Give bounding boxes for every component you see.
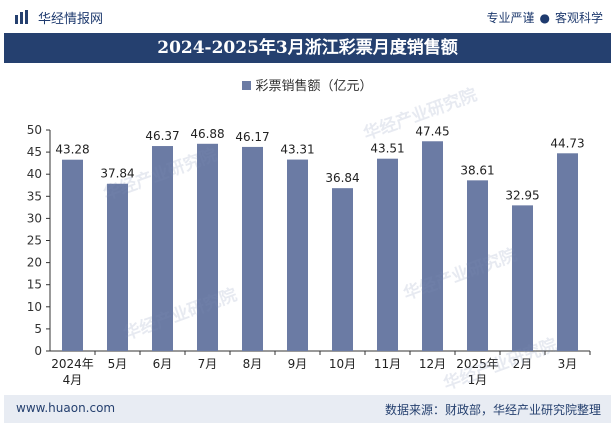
bar xyxy=(377,158,398,351)
y-tick-label: 15 xyxy=(27,278,42,292)
logo-icon xyxy=(15,10,28,24)
bar xyxy=(287,159,308,351)
y-tick-label: 30 xyxy=(27,211,42,225)
bar xyxy=(557,153,578,351)
data-label: 44.73 xyxy=(550,136,584,150)
bar xyxy=(197,143,218,351)
x-tick-label: 5月 xyxy=(108,357,128,371)
x-tick-label: 2月 xyxy=(513,357,533,371)
y-tick-label: 40 xyxy=(27,167,42,181)
top-bar: 华经情报网 专业严谨 ● 客观科学 xyxy=(0,0,615,32)
bar xyxy=(62,159,83,351)
data-label: 43.31 xyxy=(280,143,314,157)
title-band: 2024-2025年3月浙江彩票月度销售额 xyxy=(4,33,611,63)
bar xyxy=(152,146,173,351)
slogan: 专业严谨 ● 客观科学 xyxy=(486,9,603,26)
bar xyxy=(422,141,443,351)
y-tick-label: 20 xyxy=(27,256,42,270)
x-tick-label: 9月 xyxy=(288,357,308,371)
x-tick-label: 2024年 4月 xyxy=(51,357,94,387)
x-tick-label: 12月 xyxy=(419,357,446,371)
data-label: 43.28 xyxy=(55,143,89,157)
y-tick-label: 35 xyxy=(27,189,42,203)
footer-url[interactable]: www.huaon.com xyxy=(16,401,116,415)
bar xyxy=(467,180,488,351)
bar-chart: 0 5 10 15 20 25 30 35 40 45 50 43.28 2024年 4月 37.84 5月 4… xyxy=(27,123,591,387)
slogan-dot-icon: ● xyxy=(539,11,550,25)
x-tick-label: 11月 xyxy=(374,357,401,371)
bar xyxy=(332,188,353,351)
data-label: 37.84 xyxy=(100,167,134,181)
y-tick-label: 5 xyxy=(34,322,42,336)
bar xyxy=(512,205,533,351)
x-tick-label: 7月 xyxy=(198,357,218,371)
data-label: 43.51 xyxy=(370,142,404,156)
data-label: 46.37 xyxy=(145,129,179,143)
chart-title: 2024-2025年3月浙江彩票月度销售额 xyxy=(157,38,458,58)
data-label: 38.61 xyxy=(460,163,494,177)
slogan-right: 客观科学 xyxy=(554,11,603,25)
slogan-left: 专业严谨 xyxy=(486,11,535,25)
data-label: 36.84 xyxy=(325,171,359,185)
brand-name: 华经情报网 xyxy=(38,12,104,27)
x-tick-label: 8月 xyxy=(243,357,263,371)
legend-label: 彩票销售额（亿元） xyxy=(255,79,373,94)
y-tick-label: 25 xyxy=(27,234,42,248)
y-tick-label: 10 xyxy=(27,300,42,314)
y-tick-label: 50 xyxy=(27,123,42,137)
x-tick-label: 10月 xyxy=(329,357,356,371)
data-label: 46.17 xyxy=(235,130,269,144)
chart-area: 彩票销售额（亿元） 0 5 10 15 20 25 30 35 40 45 50 43.28 2024年… xyxy=(0,63,615,393)
x-tick-label: 3月 xyxy=(558,357,578,371)
data-label: 47.45 xyxy=(415,124,449,138)
bar xyxy=(242,146,263,351)
bar xyxy=(107,183,128,351)
x-tick-label: 6月 xyxy=(153,357,173,371)
legend-swatch xyxy=(242,81,252,90)
footer: www.huaon.com 数据来源：财政部，华经产业研究院整理 xyxy=(4,395,611,423)
legend: 彩票销售额（亿元） xyxy=(0,75,615,94)
data-label: 46.88 xyxy=(190,127,224,141)
x-tick-label: 2025年 1月 xyxy=(456,357,499,387)
footer-source: 数据来源：财政部，华经产业研究院整理 xyxy=(384,403,601,417)
y-tick-label: 45 xyxy=(27,145,42,159)
y-tick-label: 0 xyxy=(34,344,42,358)
data-label: 32.95 xyxy=(505,188,539,202)
